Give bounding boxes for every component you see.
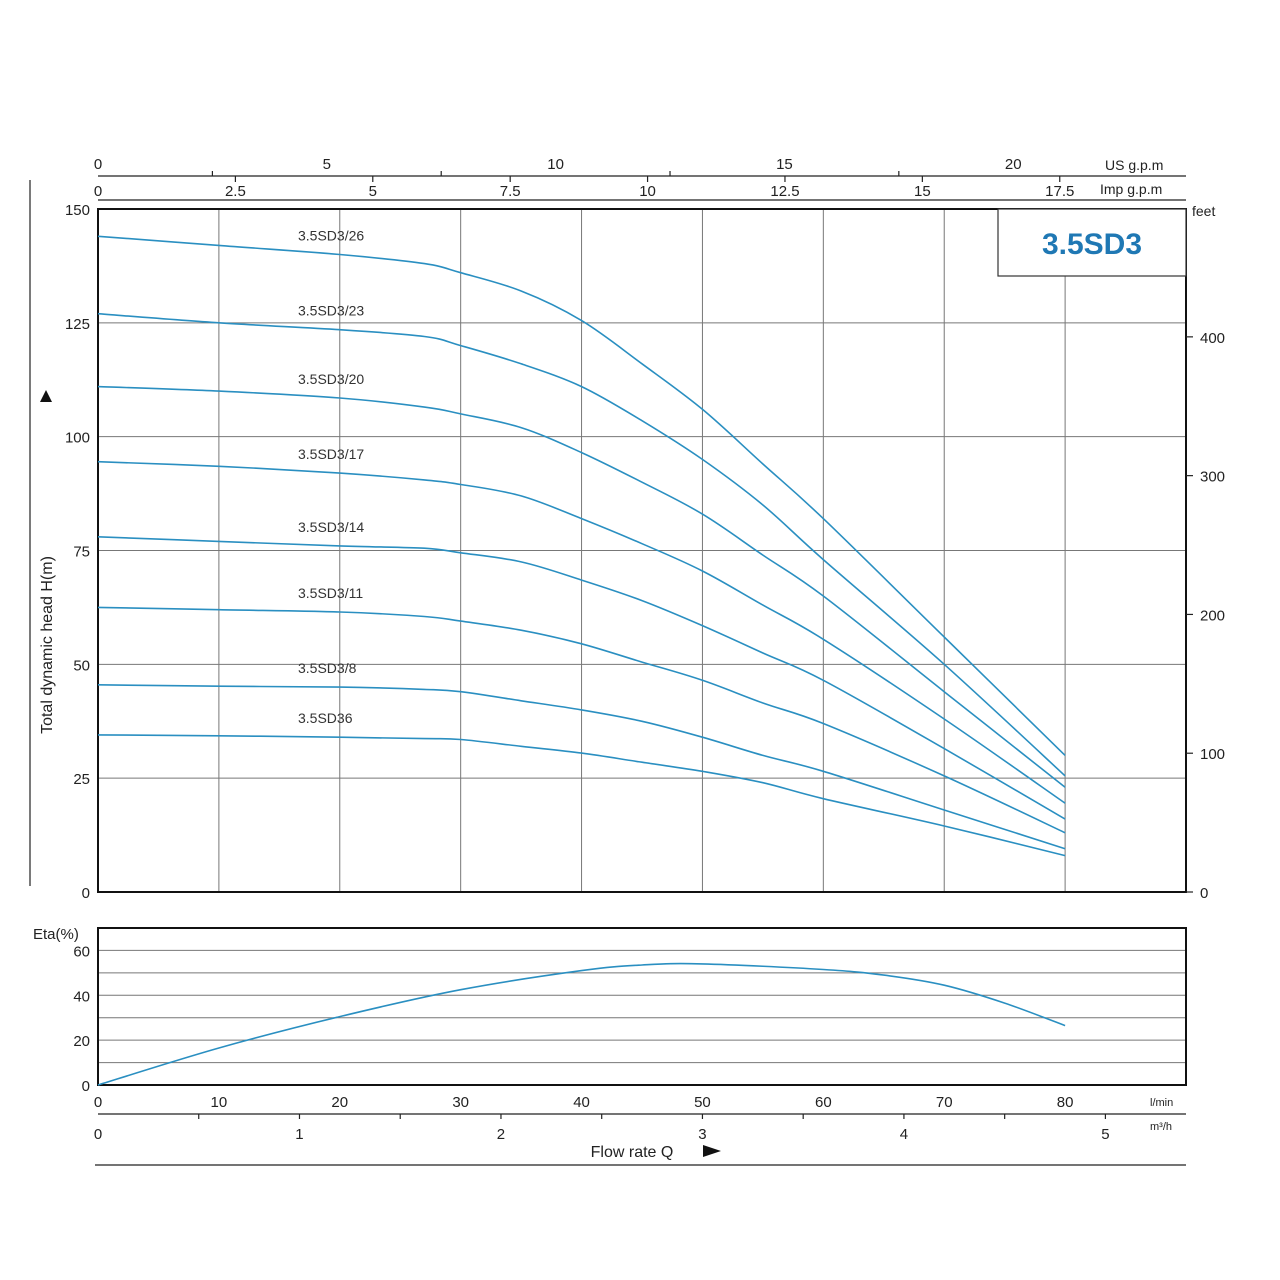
- head-curve-3-5sd3-11: [97, 606, 1066, 834]
- head-chart-frame: [97, 208, 1187, 893]
- us-gpm-tick-label: 15: [776, 156, 793, 173]
- head-curve-3-5sd36: [97, 734, 1066, 857]
- head-y-tick-label: 50: [73, 657, 90, 674]
- feet-tick-label: 400: [1200, 330, 1225, 347]
- us-gpm-unit-label: US g.p.m: [1105, 157, 1163, 173]
- lmin-tick-label: 30: [452, 1094, 469, 1111]
- head-curve-3-5sd3-14: [97, 536, 1066, 820]
- head-y-tick-label: 125: [65, 316, 90, 333]
- head-chart-panel: 3.5SD3/26 3.5SD3/23 3.5SD3/20 3.5SD3/17 3.5S…: [29, 156, 1225, 902]
- imp-gpm-tick-label: 2.5: [225, 183, 246, 200]
- model-title-box: 3.5SD3: [997, 208, 1187, 277]
- curve-label: 3.5SD36: [298, 710, 353, 726]
- head-y-tick-label: 150: [65, 202, 90, 219]
- x-axis-arrow-icon: [703, 1145, 721, 1157]
- imp-gpm-tick-label: 7.5: [500, 183, 521, 200]
- imp-gpm-tick-label: 15: [914, 183, 931, 200]
- y-axis-arrow-icon: [40, 390, 52, 402]
- us-gpm-tick-label: 10: [547, 156, 564, 173]
- lmin-tick-label: 80: [1057, 1094, 1074, 1111]
- head-y-tick-label: 100: [65, 430, 90, 447]
- curve-label: 3.5SD3/17: [298, 446, 364, 462]
- curve-label: 3.5SD3/14: [298, 519, 364, 535]
- x-axis-title: Flow rate Q: [591, 1144, 674, 1161]
- eta-y-tick-label: 0: [82, 1078, 90, 1095]
- flow-axes: 0 10 20 30 40 50 60 70 80 l/min 0 1 2 3 4 5 m³/h Flow…: [94, 1094, 1186, 1166]
- lmin-tick-label: 50: [694, 1094, 711, 1111]
- curve-label: 3.5SD3/8: [298, 660, 357, 676]
- us-gpm-tick-label: 5: [323, 156, 331, 173]
- m3h-tick-label: 1: [295, 1126, 303, 1143]
- imp-gpm-tick-label: 17.5: [1045, 183, 1074, 200]
- head-curve-3-5sd3-23: [97, 312, 1066, 777]
- imp-gpm-axis: 0 2.5 5 7.5 10 12.5 15 17.5 Imp g.p.m: [94, 176, 1186, 201]
- m3h-tick-label: 0: [94, 1126, 102, 1143]
- feet-tick-label: 200: [1200, 607, 1225, 624]
- m3h-unit-label: m³/h: [1150, 1121, 1172, 1133]
- head-curve-3-5sd3-8: [97, 684, 1066, 850]
- us-gpm-axis: 0 5 10 15 20 US g.p.m: [94, 156, 1186, 177]
- eta-y-tick-label: 40: [73, 988, 90, 1005]
- curve-label: 3.5SD3/23: [298, 303, 364, 319]
- curve-label: 3.5SD3/26: [298, 228, 364, 244]
- eta-y-tick-label: 20: [73, 1033, 90, 1050]
- lmin-tick-label: 20: [331, 1094, 348, 1111]
- efficiency-chart-frame: [97, 927, 1187, 1086]
- us-gpm-tick-label: 0: [94, 156, 102, 173]
- imp-gpm-tick-label: 0: [94, 183, 102, 200]
- model-title: 3.5SD3: [1042, 228, 1142, 261]
- efficiency-chart-panel: 0 20 40 60 Eta(%): [33, 926, 1187, 1095]
- feet-tick-label: 100: [1200, 746, 1225, 763]
- feet-tick-label: 300: [1200, 469, 1225, 486]
- head-y-tick-label: 75: [73, 544, 90, 561]
- head-y-tick-label: 25: [73, 771, 90, 788]
- lmin-tick-label: 10: [211, 1094, 228, 1111]
- us-gpm-tick-label: 20: [1005, 156, 1022, 173]
- lmin-tick-label: 40: [573, 1094, 590, 1111]
- imp-gpm-tick-label: 5: [369, 183, 377, 200]
- imp-gpm-tick-label: 12.5: [770, 183, 799, 200]
- m3h-tick-label: 2: [497, 1126, 505, 1143]
- lmin-unit-label: l/min: [1150, 1097, 1173, 1109]
- head-y-tick-label: 0: [82, 885, 90, 902]
- head-curve-3-5sd3-20: [97, 385, 1066, 788]
- head-curve-3-5sd3-26: [97, 235, 1066, 756]
- lmin-tick-label: 70: [936, 1094, 953, 1111]
- lmin-tick-label: 0: [94, 1094, 102, 1111]
- y-axis-title: Total dynamic head H(m): [39, 556, 56, 734]
- imp-gpm-unit-label: Imp g.p.m: [1100, 181, 1162, 197]
- head-curve-3-5sd3-17: [97, 460, 1066, 804]
- m3h-tick-label: 3: [698, 1126, 706, 1143]
- imp-gpm-tick-label: 10: [639, 183, 656, 200]
- feet-axis-label: feet: [1192, 203, 1215, 219]
- y-axis-title-group: Total dynamic head H(m): [39, 390, 56, 734]
- curve-label: 3.5SD3/20: [298, 371, 364, 387]
- efficiency-curve: [97, 962, 1066, 1086]
- m3h-tick-label: 5: [1101, 1126, 1109, 1143]
- eta-y-tick-label: 60: [73, 943, 90, 960]
- eta-axis-label: Eta(%): [33, 926, 79, 943]
- curve-label: 3.5SD3/11: [298, 585, 363, 601]
- lmin-tick-label: 60: [815, 1094, 832, 1111]
- feet-tick-label: 0: [1200, 885, 1208, 902]
- m3h-tick-label: 4: [900, 1126, 908, 1143]
